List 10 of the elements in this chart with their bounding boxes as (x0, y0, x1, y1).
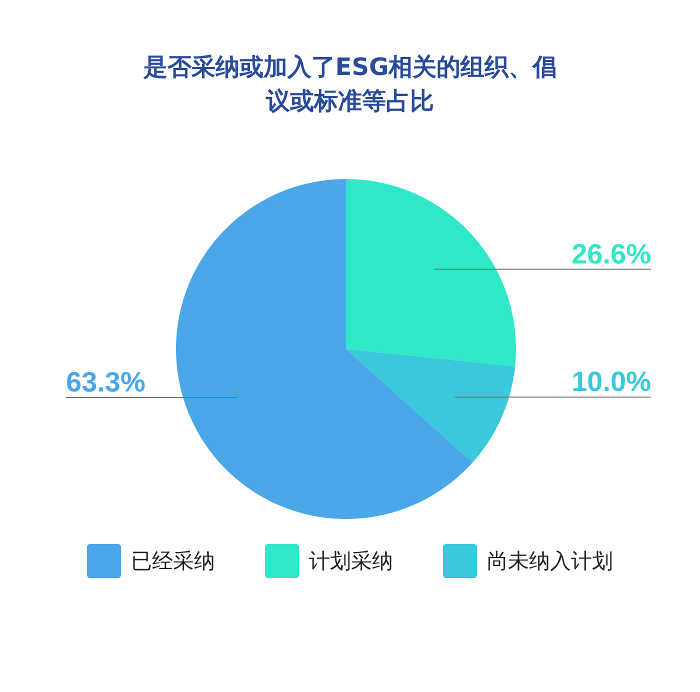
data-label: 63.3% (66, 366, 146, 398)
pie-slice (346, 349, 516, 463)
pie-slice (346, 179, 516, 366)
pie-slice (176, 179, 473, 519)
legend-label: 计划采纳 (309, 548, 393, 575)
data-label: 10.0% (572, 366, 652, 398)
data-label: 26.6% (572, 238, 652, 270)
legend-label: 已经采纳 (131, 548, 215, 575)
legend-label: 尚未纳入计划 (487, 548, 613, 575)
chart-title: 是否采纳或加入了ESG相关的组织、倡议或标准等占比 (142, 52, 558, 117)
